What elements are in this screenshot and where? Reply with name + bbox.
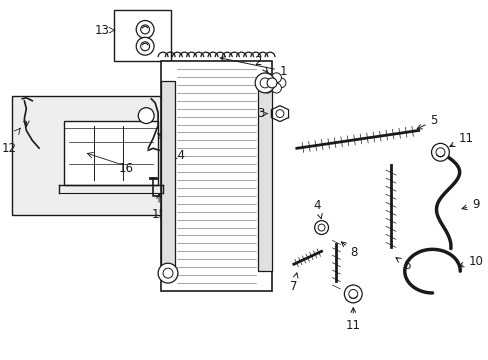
Circle shape: [262, 83, 272, 93]
Text: 11: 11: [345, 308, 360, 332]
Circle shape: [258, 78, 267, 88]
Circle shape: [271, 83, 281, 93]
Text: 13: 13: [95, 24, 109, 37]
Circle shape: [255, 73, 274, 93]
Circle shape: [271, 73, 281, 83]
Circle shape: [262, 73, 272, 83]
Text: 14: 14: [158, 133, 185, 162]
Circle shape: [275, 78, 285, 88]
Bar: [161, 81, 175, 271]
Circle shape: [163, 268, 173, 278]
Text: 3: 3: [256, 107, 264, 120]
Circle shape: [318, 224, 325, 231]
Circle shape: [266, 78, 276, 88]
Circle shape: [138, 108, 154, 123]
Text: 15: 15: [151, 194, 166, 221]
Circle shape: [430, 143, 448, 161]
Text: 9: 9: [461, 198, 479, 211]
Text: 1: 1: [220, 57, 287, 77]
Circle shape: [136, 21, 154, 38]
Text: 8: 8: [341, 242, 357, 259]
Text: 12: 12: [1, 142, 17, 155]
Bar: [12, 96, 195, 215]
Text: 7: 7: [289, 273, 297, 293]
Bar: [258, 81, 271, 271]
Circle shape: [260, 78, 269, 88]
Bar: [161, 61, 271, 291]
Circle shape: [314, 221, 328, 234]
Circle shape: [141, 42, 149, 51]
Bar: [113, 10, 171, 61]
Circle shape: [435, 148, 444, 157]
Circle shape: [158, 263, 178, 283]
Text: 11: 11: [449, 132, 472, 147]
Circle shape: [141, 25, 149, 34]
Bar: [64, 121, 158, 185]
Text: 10: 10: [458, 255, 482, 268]
Text: 5: 5: [416, 114, 437, 129]
Circle shape: [136, 37, 154, 55]
Text: 16: 16: [118, 162, 133, 175]
Circle shape: [275, 110, 284, 118]
Circle shape: [344, 285, 362, 303]
Text: 6: 6: [395, 257, 409, 272]
Text: 2: 2: [254, 55, 267, 72]
Text: 4: 4: [313, 199, 322, 219]
Circle shape: [348, 289, 357, 298]
